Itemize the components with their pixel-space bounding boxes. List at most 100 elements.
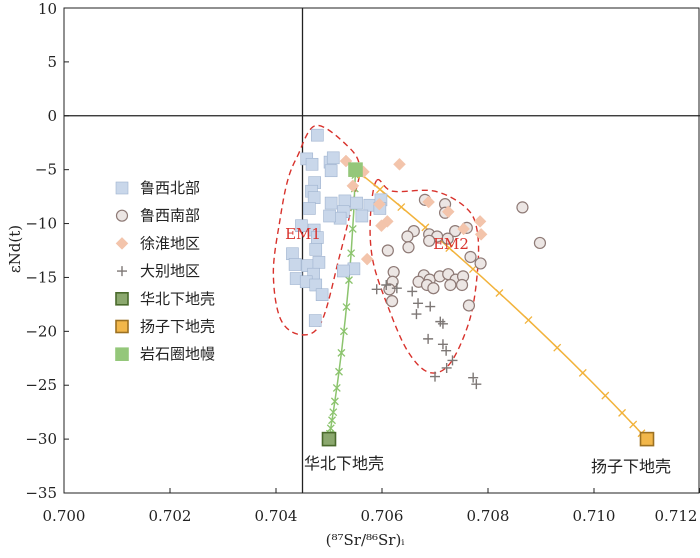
end-members bbox=[321, 162, 655, 447]
data-point-1 bbox=[309, 278, 323, 292]
data-point-2 bbox=[427, 282, 440, 295]
data-point-7 bbox=[348, 162, 363, 177]
data-point-5 bbox=[321, 431, 337, 447]
data-point-1 bbox=[347, 262, 361, 276]
data-point-3 bbox=[422, 195, 435, 209]
x-tick-label: 0.702 bbox=[149, 507, 192, 525]
data-point-2 bbox=[401, 230, 414, 243]
y-tick-label: −15 bbox=[25, 268, 57, 286]
data-point-4 bbox=[423, 333, 434, 344]
data-point-4 bbox=[411, 309, 422, 320]
legend-label-1: 鲁西北部 bbox=[140, 179, 200, 197]
data-point-3 bbox=[360, 252, 374, 266]
legend-label-4: 大别地区 bbox=[140, 262, 200, 280]
mixing-marker bbox=[339, 327, 348, 336]
data-point-1 bbox=[350, 196, 363, 210]
data-point-3 bbox=[346, 179, 360, 193]
data-point-4 bbox=[425, 301, 436, 312]
data-point-4 bbox=[413, 298, 424, 309]
mixing-marker bbox=[347, 249, 356, 258]
y-axis-title: εNd(t) bbox=[6, 225, 24, 273]
data-points bbox=[286, 128, 547, 390]
y-tick-label: −10 bbox=[25, 215, 57, 233]
data-point-2 bbox=[444, 278, 457, 292]
data-point-2 bbox=[402, 241, 415, 254]
data-point-3 bbox=[441, 205, 455, 219]
data-point-3 bbox=[372, 197, 386, 211]
legend-marker-5 bbox=[115, 291, 129, 306]
data-point-1 bbox=[355, 209, 369, 223]
data-point-1 bbox=[337, 264, 350, 278]
mixing-marker bbox=[397, 203, 406, 211]
data-point-4 bbox=[441, 345, 452, 356]
data-point-4 bbox=[407, 286, 418, 297]
data-point-4 bbox=[437, 339, 448, 350]
data-point-3 bbox=[457, 222, 470, 236]
legend-marker-2 bbox=[115, 209, 129, 222]
y-tick-label: 5 bbox=[47, 53, 57, 71]
data-point-2 bbox=[474, 257, 487, 270]
mixing-marker bbox=[578, 368, 587, 377]
field-outline-em2 bbox=[369, 178, 480, 374]
data-point-1 bbox=[315, 288, 329, 301]
y-tick-label: 0 bbox=[47, 107, 57, 125]
data-point-3 bbox=[393, 157, 406, 171]
data-point-4 bbox=[391, 283, 402, 294]
data-point-4 bbox=[468, 372, 479, 383]
legend-marker-7 bbox=[115, 347, 129, 362]
y-tick-label: −5 bbox=[35, 161, 57, 179]
mixing-marker bbox=[629, 420, 638, 429]
data-point-2 bbox=[385, 295, 399, 308]
data-point-1 bbox=[312, 256, 326, 269]
data-point-6 bbox=[639, 431, 655, 447]
data-point-4 bbox=[471, 379, 482, 390]
mixing-marker bbox=[329, 408, 338, 417]
mixing-marker bbox=[332, 383, 341, 392]
mixing-marker bbox=[376, 185, 384, 194]
data-point-1 bbox=[305, 157, 319, 171]
data-point-1 bbox=[323, 209, 336, 223]
data-point-2 bbox=[533, 236, 547, 250]
data-point-1 bbox=[307, 191, 321, 204]
mixing-marker bbox=[524, 316, 533, 325]
data-point-1 bbox=[303, 202, 316, 215]
mixing-marker bbox=[445, 244, 454, 253]
mixing-marker bbox=[553, 343, 562, 352]
data-point-1 bbox=[308, 314, 322, 327]
data-point-1 bbox=[324, 164, 338, 178]
legend-label-3: 徐淮地区 bbox=[140, 234, 200, 252]
data-point-2 bbox=[462, 299, 476, 312]
field-label-em1: EM1 bbox=[285, 225, 321, 243]
data-point-4 bbox=[437, 318, 448, 329]
annotation-yangtze-lower-crust: 扬子下地壳 bbox=[591, 457, 671, 476]
y-tick-label: −30 bbox=[25, 430, 57, 448]
y-tick-label: −25 bbox=[25, 376, 57, 394]
data-point-2 bbox=[455, 278, 469, 292]
annotation-north-china-lower-crust: 华北下地壳 bbox=[304, 454, 384, 473]
x-tick-label: 0.708 bbox=[467, 507, 510, 525]
legend-marker-6 bbox=[115, 319, 129, 334]
mixing-marker bbox=[469, 265, 477, 273]
mixing-marker bbox=[330, 397, 339, 406]
data-point-1 bbox=[288, 258, 302, 271]
data-point-1 bbox=[326, 151, 340, 165]
data-point-3 bbox=[375, 219, 388, 233]
data-point-2 bbox=[516, 201, 529, 214]
x-tick-label: 0.710 bbox=[573, 507, 616, 525]
mixing-marker bbox=[328, 416, 336, 425]
mixing-marker bbox=[618, 408, 627, 417]
data-point-4 bbox=[371, 284, 382, 295]
data-point-1 bbox=[338, 194, 352, 208]
data-point-1 bbox=[286, 247, 299, 261]
data-point-1 bbox=[324, 196, 338, 210]
legend-marker-4 bbox=[117, 266, 127, 277]
mixing-marker bbox=[337, 348, 346, 357]
data-point-4 bbox=[430, 371, 440, 382]
data-point-4 bbox=[441, 362, 452, 373]
y-tick-label: 10 bbox=[38, 0, 57, 18]
x-axis-title: (⁸⁷Sr/⁸⁶Sr)ᵢ bbox=[326, 531, 405, 549]
mixing-marker bbox=[495, 289, 504, 297]
data-point-1 bbox=[311, 128, 324, 142]
data-point-4 bbox=[435, 316, 446, 327]
